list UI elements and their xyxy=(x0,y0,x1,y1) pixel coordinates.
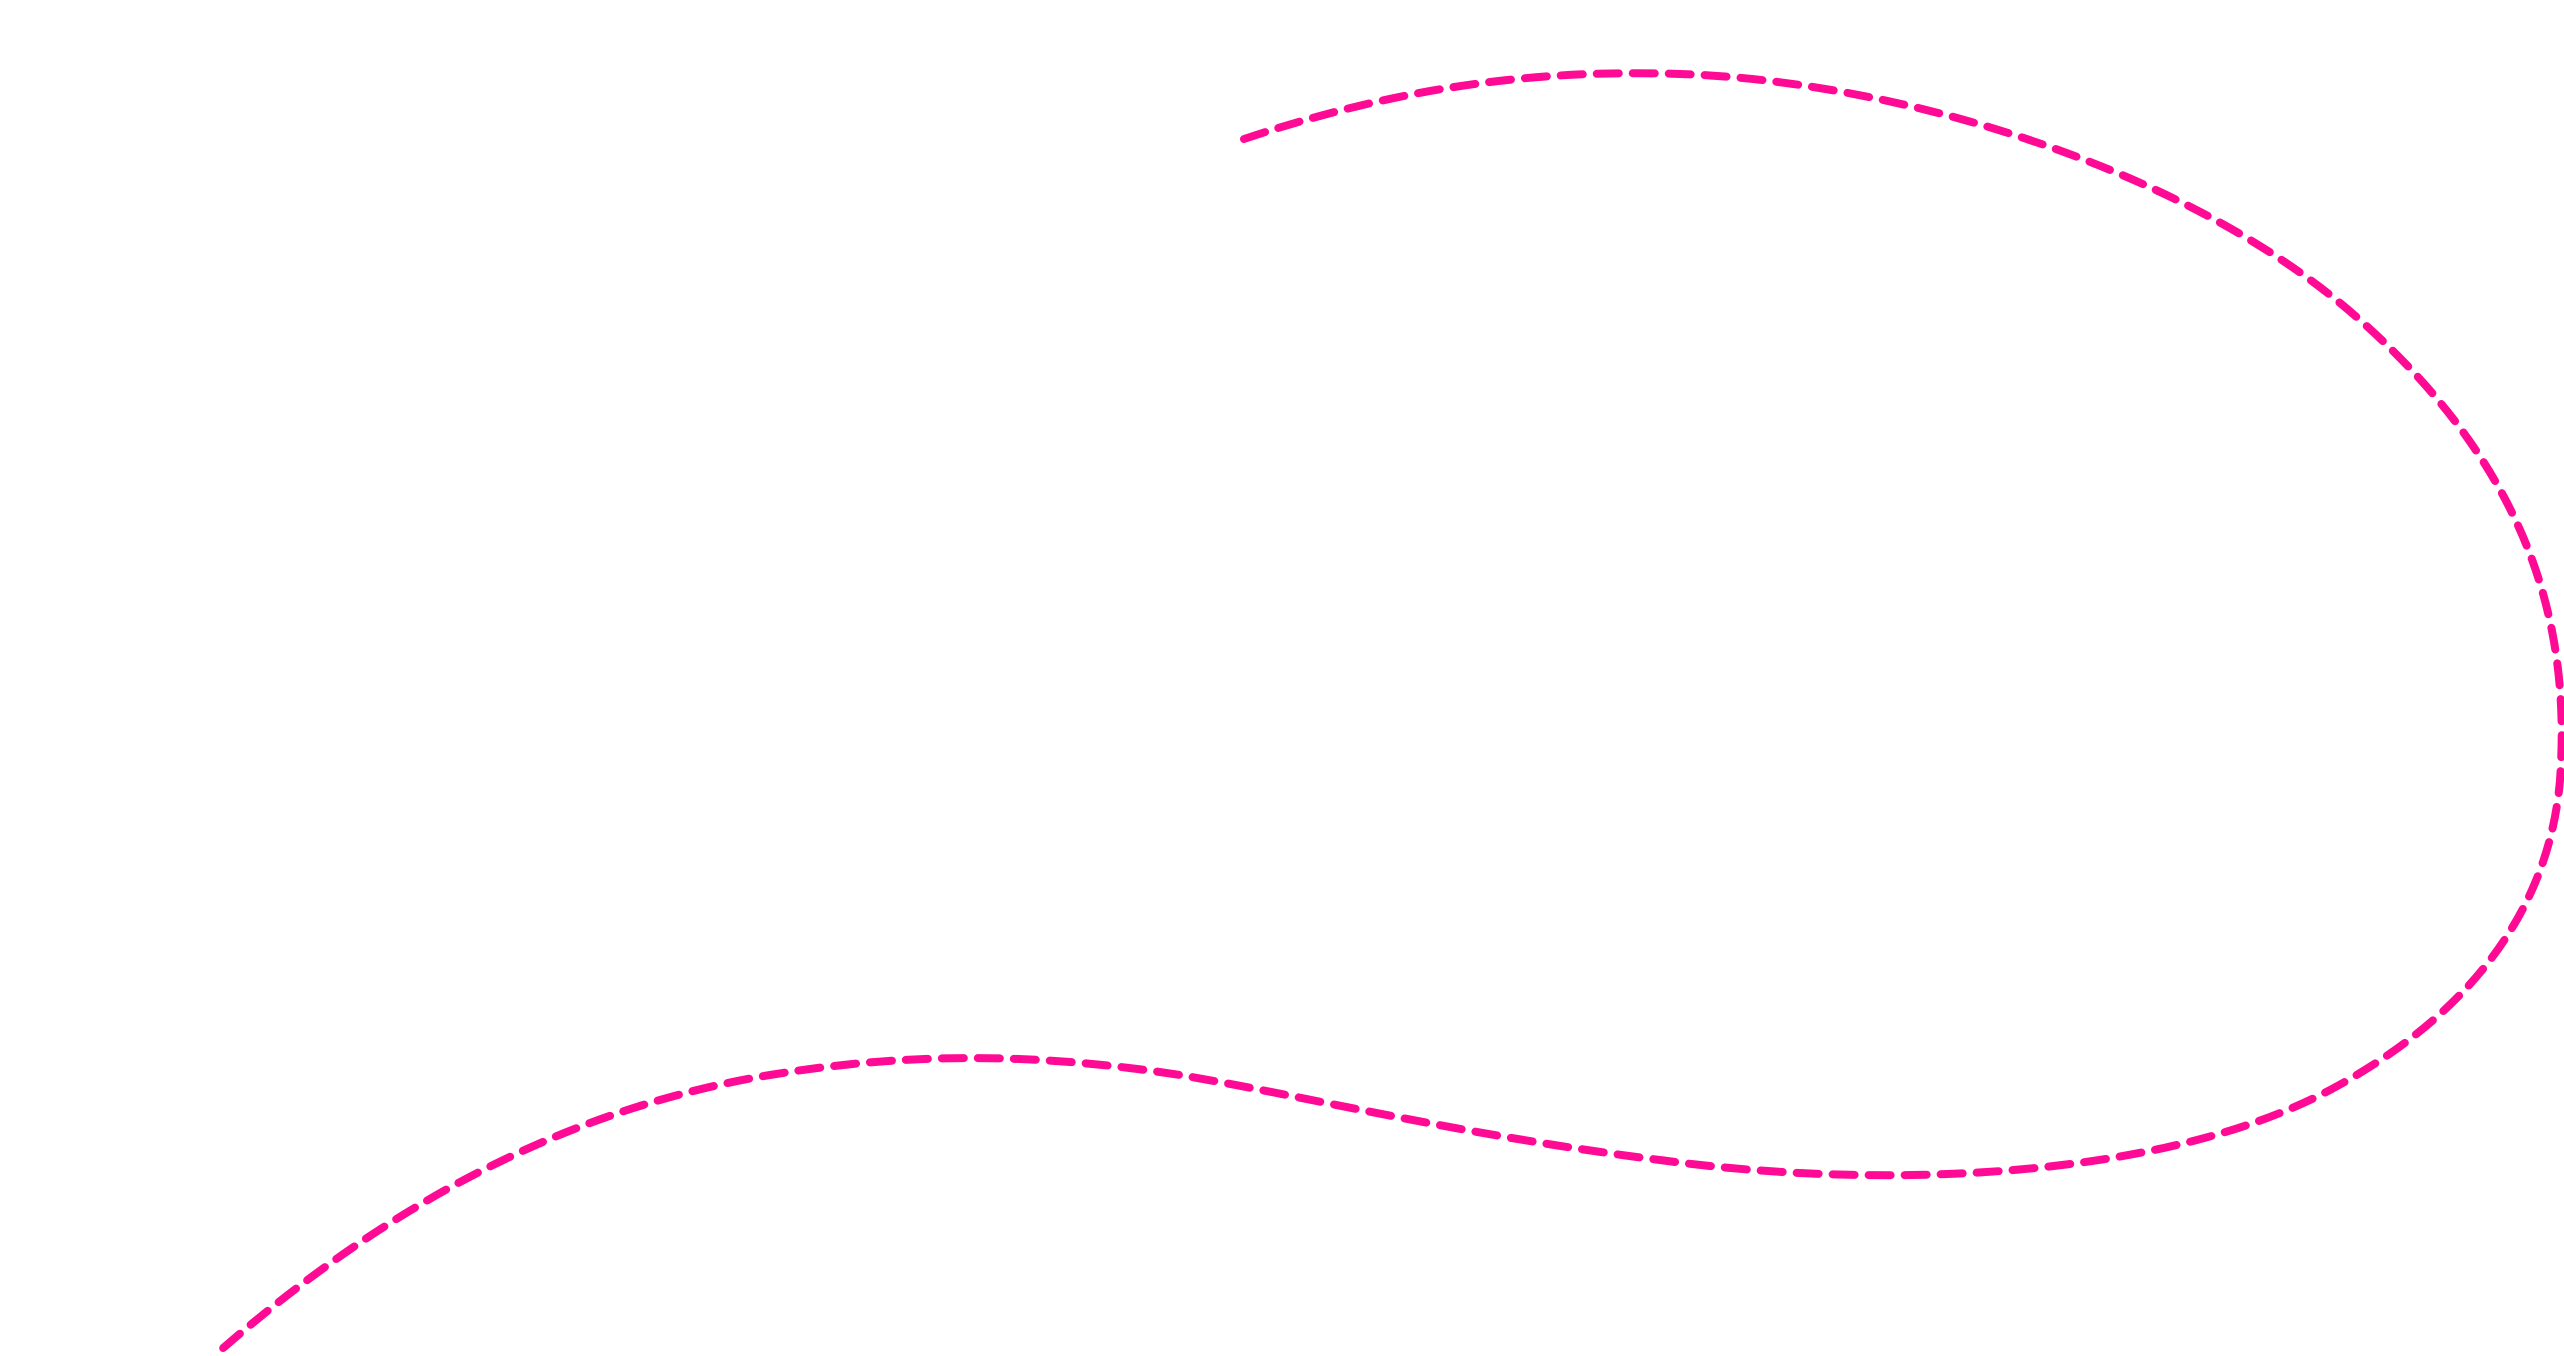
dashed-curve-icon xyxy=(210,69,2564,1356)
